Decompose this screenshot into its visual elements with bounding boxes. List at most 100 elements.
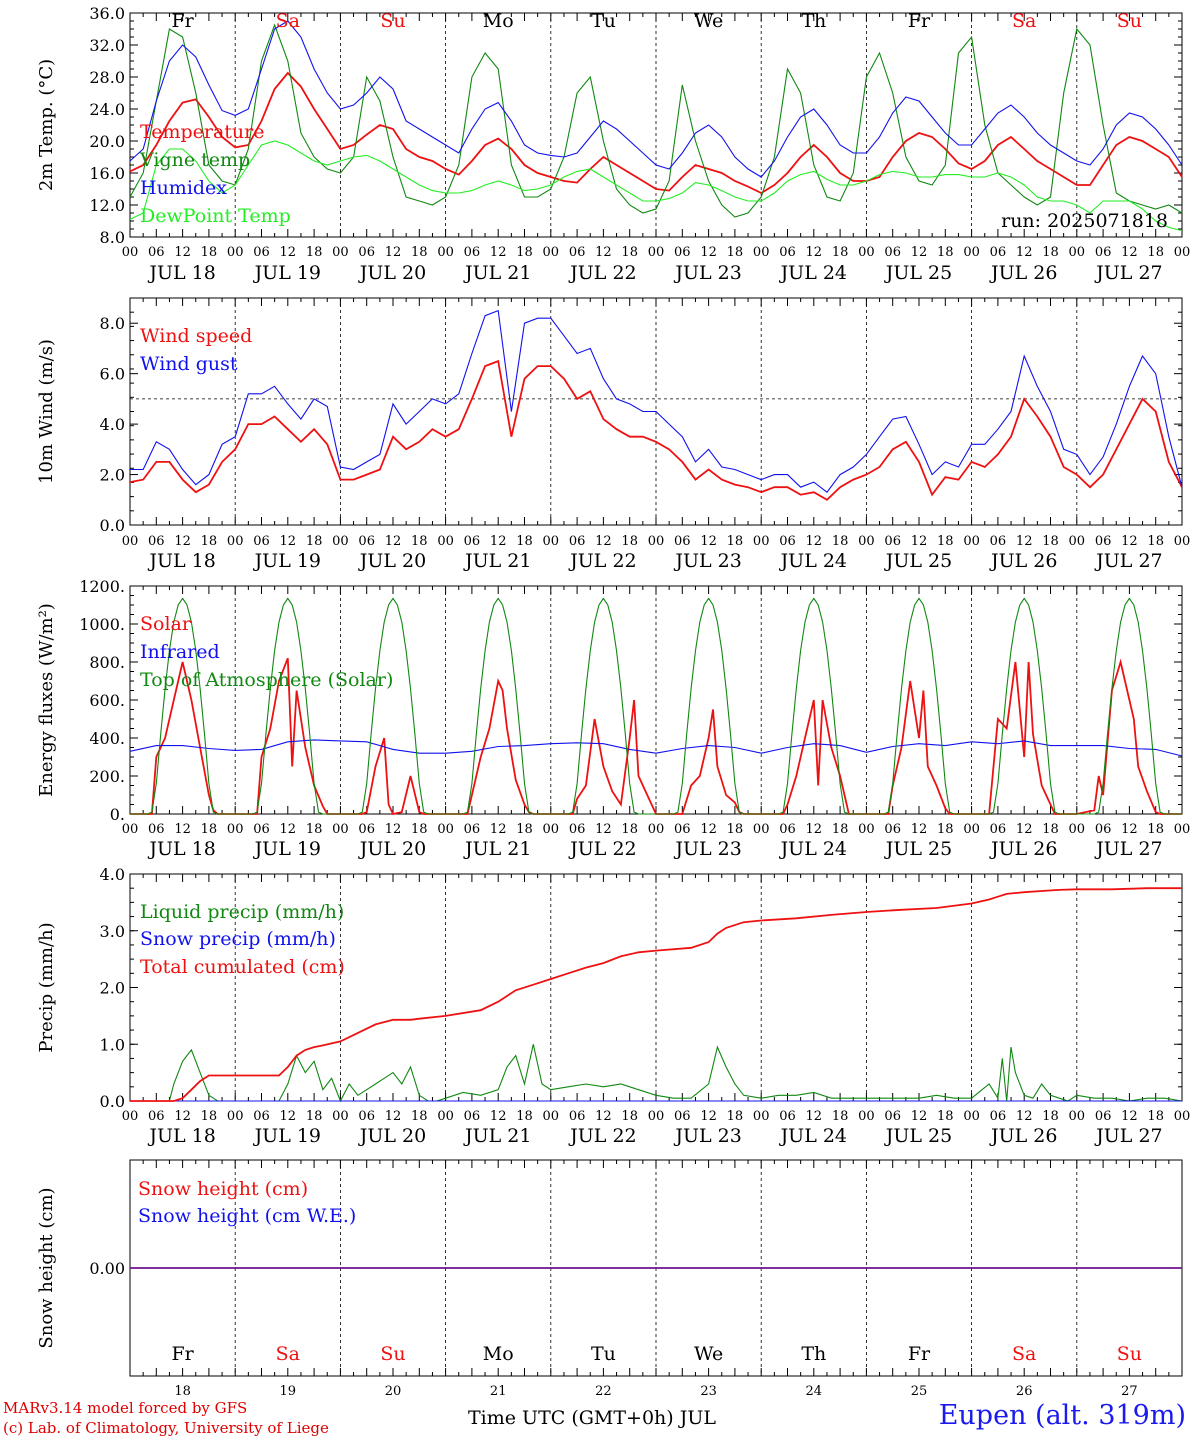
date-label: JUL 18 xyxy=(147,262,215,284)
hour-tick-label: 06 xyxy=(779,822,796,837)
legend-entry: Snow precip (mm/h) xyxy=(140,928,336,950)
hour-tick-label: 00 xyxy=(1069,822,1086,837)
hour-tick-label: 06 xyxy=(569,822,586,837)
panel-3: 0. 200. 400. 600. 800. 1000. 1200. Energy fluxe… xyxy=(36,577,1190,860)
run-label: run: 2025071818 xyxy=(1001,210,1168,232)
hour-tick-label: 06 xyxy=(148,1109,165,1124)
day-number-label: 18 xyxy=(174,1384,191,1399)
hour-tick-label: 18 xyxy=(411,1109,428,1124)
hour-tick-label: 12 xyxy=(174,245,191,260)
hour-tick-label: 18 xyxy=(1042,534,1059,549)
date-label: JUL 18 xyxy=(147,550,215,572)
hour-tick-label: 18 xyxy=(1147,822,1164,837)
hour-tick-label: 18 xyxy=(832,245,849,260)
hour-tick-label: 06 xyxy=(674,822,691,837)
hour-tick-label: 00 xyxy=(858,822,875,837)
hour-tick-label: 06 xyxy=(779,534,796,549)
hour-tick-label: 12 xyxy=(174,1109,191,1124)
day-number-label: 22 xyxy=(595,1384,612,1399)
hour-tick-label: 00 xyxy=(332,534,349,549)
legend-entry: Total cumulated (cm) xyxy=(140,956,345,978)
y-axis-label: 2m Temp. (°C) xyxy=(36,59,57,191)
hour-tick-label: 06 xyxy=(779,245,796,260)
hour-tick-label: 00 xyxy=(963,245,980,260)
series-line xyxy=(129,71,1183,195)
date-label: JUL 20 xyxy=(358,550,426,572)
station-name: Eupen (alt. 319m) xyxy=(938,1400,1186,1431)
y-tick-label: 0.0 xyxy=(100,1092,125,1111)
hour-tick-label: 06 xyxy=(779,1109,796,1124)
hour-tick-label: 06 xyxy=(569,534,586,549)
day-of-week-label: Su xyxy=(380,1343,405,1365)
hour-tick-label: 12 xyxy=(280,822,297,837)
legend-entry: Solar xyxy=(140,613,192,635)
hour-tick-label: 06 xyxy=(1095,822,1112,837)
hour-tick-label: 12 xyxy=(490,245,507,260)
hour-tick-label: 18 xyxy=(516,1109,533,1124)
day-of-week-label: Su xyxy=(380,10,405,32)
hour-tick-label: 06 xyxy=(569,245,586,260)
day-number-label: 19 xyxy=(280,1384,297,1399)
y-axis-label: Energy fluxes (W/m²) xyxy=(36,603,57,797)
hour-tick-label: 00 xyxy=(963,534,980,549)
date-label: JUL 24 xyxy=(779,262,847,284)
hour-tick-label: 06 xyxy=(1095,245,1112,260)
day-of-week-label: Fr xyxy=(171,1343,194,1365)
day-of-week-label: Sa xyxy=(276,10,300,32)
date-label: JUL 26 xyxy=(989,262,1057,284)
y-tick-label: 0.00 xyxy=(89,1259,125,1278)
hour-tick-label: 06 xyxy=(1095,1109,1112,1124)
hour-tick-label: 06 xyxy=(148,822,165,837)
day-of-week-label: Fr xyxy=(908,10,931,32)
hour-tick-label: 18 xyxy=(937,1109,954,1124)
date-label: JUL 26 xyxy=(989,1125,1057,1147)
hour-tick-label: 00 xyxy=(858,534,875,549)
hour-tick-label: 18 xyxy=(832,534,849,549)
hour-tick-label: 06 xyxy=(464,245,481,260)
day-of-week-label: Fr xyxy=(171,10,194,32)
y-tick-label: 200. xyxy=(89,767,125,786)
hour-tick-label: 06 xyxy=(358,822,375,837)
panel-2: 0.0 2.0 4.0 6.0 8.0 10m Wind (m/s) Wind speed W… xyxy=(36,297,1190,572)
date-label: JUL 23 xyxy=(673,262,741,284)
hour-tick-label: 18 xyxy=(727,534,744,549)
hour-tick-label: 18 xyxy=(832,822,849,837)
hour-tick-label: 18 xyxy=(937,822,954,837)
hour-tick-label: 12 xyxy=(1016,245,1033,260)
hour-tick-label: 12 xyxy=(385,822,402,837)
hour-tick-label: 06 xyxy=(253,1109,270,1124)
day-of-week-label: We xyxy=(694,1343,723,1365)
hour-tick-label: 12 xyxy=(174,822,191,837)
date-label: JUL 26 xyxy=(989,550,1057,572)
y-tick-label: 16.0 xyxy=(89,164,125,183)
hour-tick-label: 18 xyxy=(832,1109,849,1124)
hour-tick-label: 12 xyxy=(700,534,717,549)
legend-entry: Wind speed xyxy=(140,325,252,347)
date-label: JUL 22 xyxy=(568,550,636,572)
hour-tick-label: 18 xyxy=(306,534,323,549)
hour-tick-label: 18 xyxy=(1042,245,1059,260)
legend-entry: Temperature xyxy=(140,121,264,143)
hour-tick-label: 00 xyxy=(1069,1109,1086,1124)
y-tick-label: 2.0 xyxy=(100,466,125,485)
hour-tick-label: 18 xyxy=(201,1109,218,1124)
legend-entry: Snow height (cm) xyxy=(138,1178,308,1200)
hour-tick-label: 00 xyxy=(437,245,454,260)
y-axis-label: Snow height (cm) xyxy=(36,1187,57,1348)
hour-tick-label: 06 xyxy=(464,822,481,837)
hour-tick-label: 12 xyxy=(490,822,507,837)
hour-tick-label: 18 xyxy=(201,822,218,837)
y-tick-label: 24.0 xyxy=(89,100,125,119)
hour-tick-label: 06 xyxy=(990,1109,1007,1124)
hour-tick-label: 00 xyxy=(1069,245,1086,260)
y-tick-label: 0. xyxy=(110,805,125,824)
hour-tick-label: 12 xyxy=(385,245,402,260)
hour-tick-label: 06 xyxy=(884,822,901,837)
y-tick-label: 400. xyxy=(89,729,125,748)
date-label: JUL 27 xyxy=(1094,838,1162,860)
hour-tick-label: 06 xyxy=(569,1109,586,1124)
hour-tick-label: 06 xyxy=(464,534,481,549)
hour-tick-label: 06 xyxy=(358,534,375,549)
hour-tick-label: 00 xyxy=(543,822,560,837)
